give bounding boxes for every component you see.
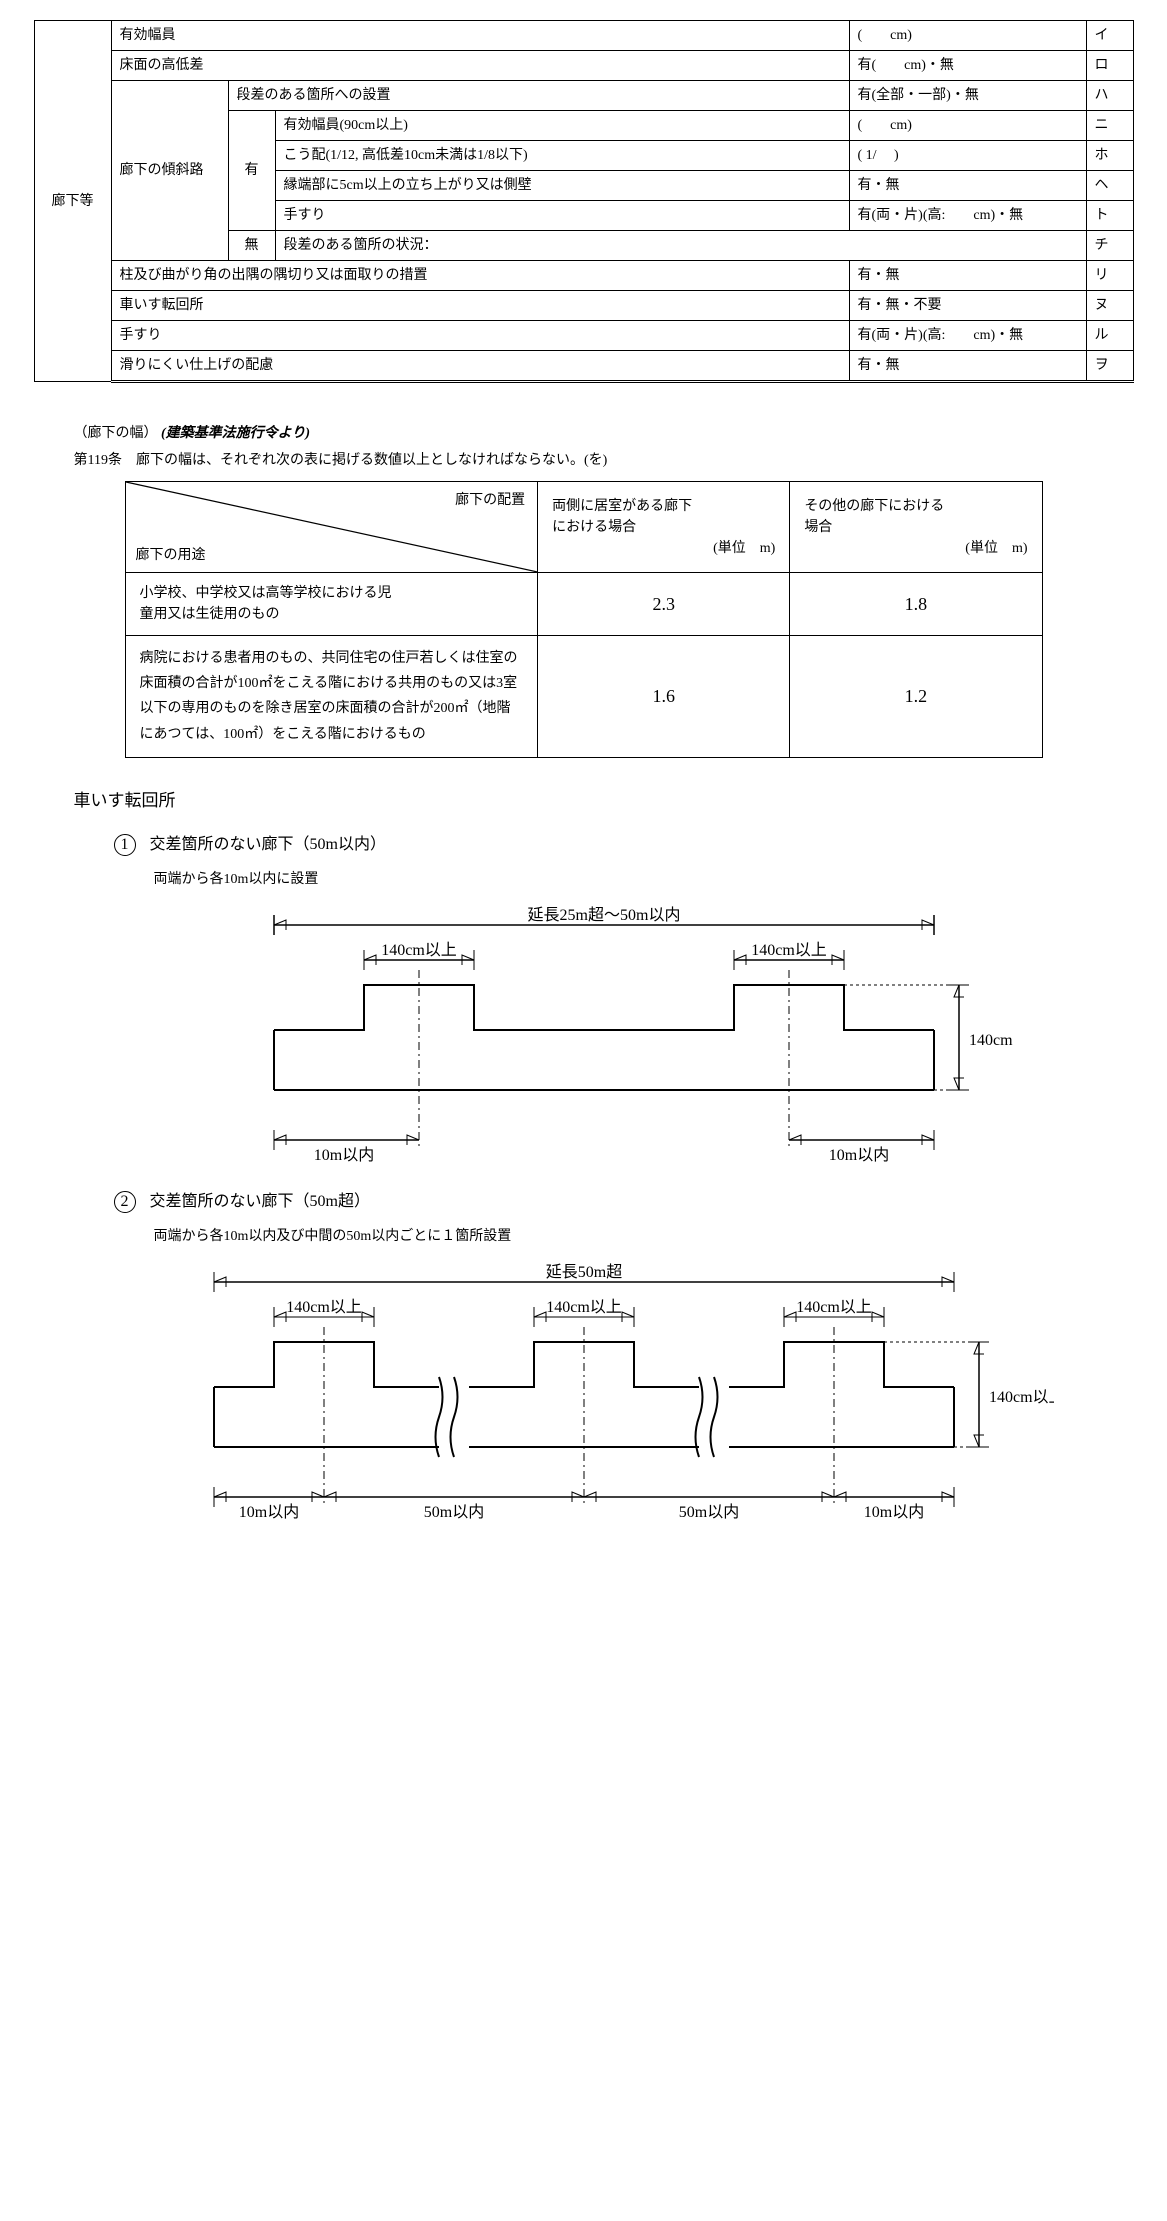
row-label: 床面の高低差 [111, 51, 849, 81]
ari-row-val: ( 1/ ) [849, 141, 1086, 171]
corridor-check-table: 廊下等 有効幅員 ( cm) イ 床面の高低差 有( cm)・無 ロ 廊下の傾斜… [34, 20, 1134, 383]
row-val: 有・無・不要 [849, 291, 1086, 321]
col2-a: その他の廊下における [804, 499, 944, 514]
law-paren: （廊下の幅） [74, 426, 158, 441]
row-label: 車いす転回所 [111, 291, 849, 321]
row-label: 滑りにくい仕上げの配慮 [111, 351, 849, 382]
ari-row-label: こう配(1/12, 高低差10cm未満は1/8以下) [275, 141, 849, 171]
ari-row-mark: ヘ [1086, 171, 1133, 201]
section-label: 廊下等 [34, 21, 111, 382]
dim-text: 10m以内 [863, 1503, 923, 1521]
dim-text: 140cm以上 [381, 941, 457, 959]
col1-a: 両側に居室がある廊下 [552, 499, 692, 514]
nashi-label: 段差のある箇所の状況： [275, 231, 1086, 261]
row-val: 有(両・片)(高: cm)・無 [849, 321, 1086, 351]
section-heading: 車いす転回所 [74, 788, 1094, 814]
wheelchair-section: 車いす転回所 1 交差箇所のない廊下（50m以内） 両端から各10m以内に設置 … [74, 788, 1094, 1528]
ari-label: 有 [228, 111, 275, 231]
dim-text: 10m以内 [828, 1146, 888, 1164]
law-hand-note: (建築基準法施行令より) [161, 426, 310, 441]
dim-text: 140cm以上 [546, 1298, 622, 1316]
dim-text: 140cm以上 [969, 1031, 1014, 1049]
diag-top-label: 廊下の配置 [455, 490, 525, 511]
dim-text: 延長25m超～50m以内 [527, 906, 680, 924]
width-row2-label: 病院における患者用のもの、共同住宅の住戸若しくは住室の床面積の合計が100㎡をこ… [125, 636, 538, 758]
circled-number-icon: 1 [114, 834, 136, 856]
dim-text: 10m以内 [238, 1503, 298, 1521]
width-row1-label: 小学校、中学校又は高等学校における児 童用又は生徒用のもの [125, 573, 538, 636]
row-val: ( cm) [849, 21, 1086, 51]
ari-row-mark: ト [1086, 201, 1133, 231]
item1-heading: 1 交差箇所のない廊下（50m以内） [114, 833, 1094, 857]
width-row1-val1: 2.3 [538, 573, 790, 636]
law-section: （廊下の幅） (建築基準法施行令より) 第119条 廊下の幅は、それぞれ次の表に… [74, 423, 1094, 758]
dim-text: 140cm以上 [989, 1388, 1054, 1406]
item2-head-text: 交差箇所のない廊下（50m超） [150, 1193, 370, 1210]
row-label: 有効幅員 [111, 21, 849, 51]
col-header-1: 両側に居室がある廊下 における場合 (単位 m) [538, 482, 790, 573]
circled-number-icon: 2 [114, 1191, 136, 1213]
row-mark: イ [1086, 21, 1133, 51]
ari-row-val: 有(両・片)(高: cm)・無 [849, 201, 1086, 231]
item1-head-text: 交差箇所のない廊下（50m以内） [150, 836, 386, 853]
row-mark: リ [1086, 261, 1133, 291]
width-row2-val2: 1.2 [790, 636, 1042, 758]
r1-b: 童用又は生徒用のもの [140, 607, 280, 622]
r1-a: 小学校、中学校又は高等学校における児 [140, 586, 392, 601]
row-val: 有・無 [849, 261, 1086, 291]
corridor-diagram-1: 延長25m超～50m以内 140cm以上 140cm以上 140cm以上 [194, 900, 1014, 1170]
slope-label: 廊下の傾斜路 [111, 81, 228, 261]
row-mark: ヲ [1086, 351, 1133, 382]
law-article: 第119条 廊下の幅は、それぞれ次の表に掲げる数値以上としなければならない。(を… [74, 450, 1094, 471]
row-mark: ル [1086, 321, 1133, 351]
dim-text: 延長50m超 [545, 1263, 621, 1281]
row-mark: ヌ [1086, 291, 1133, 321]
dim-text: 50m以内 [678, 1503, 738, 1521]
slope-top-label: 段差のある箇所への設置 [228, 81, 849, 111]
row-label: 柱及び曲がり角の出隅の隅切り又は面取りの措置 [111, 261, 849, 291]
ari-row-val: 有・無 [849, 171, 1086, 201]
col-header-2: その他の廊下における 場合 (単位 m) [790, 482, 1042, 573]
diagonal-header: 廊下の配置 廊下の用途 [126, 482, 538, 572]
ari-row-mark: ニ [1086, 111, 1133, 141]
col1-c: (単位 m) [713, 538, 775, 559]
col1-b: における場合 [552, 520, 636, 535]
item2-sub: 両端から各10m以内及び中間の50m以内ごとに１箇所設置 [154, 1226, 1094, 1247]
ari-row-label: 有効幅員(90cm以上) [275, 111, 849, 141]
ari-row-val: ( cm) [849, 111, 1086, 141]
corridor-width-table: 廊下の配置 廊下の用途 両側に居室がある廊下 における場合 (単位 m) その他… [125, 481, 1043, 758]
dim-text: 50m以内 [423, 1503, 483, 1521]
width-row2-val1: 1.6 [538, 636, 790, 758]
dim-text: 140cm以上 [751, 941, 827, 959]
ari-row-label: 手すり [275, 201, 849, 231]
width-row1-val2: 1.8 [790, 573, 1042, 636]
row-val: 有・無 [849, 351, 1086, 382]
diag-bottom-label: 廊下の用途 [136, 545, 206, 566]
item2-heading: 2 交差箇所のない廊下（50m超） [114, 1190, 1094, 1214]
row-mark: ロ [1086, 51, 1133, 81]
dim-text: 140cm以上 [796, 1298, 872, 1316]
ari-row-label: 縁端部に5cm以上の立ち上がり又は側壁 [275, 171, 849, 201]
slope-top-val: 有(全部・一部)・無 [849, 81, 1086, 111]
col2-b: 場合 [804, 520, 832, 535]
dim-text: 10m以内 [313, 1146, 373, 1164]
col2-c: (単位 m) [965, 538, 1027, 559]
nashi-mark: チ [1086, 231, 1133, 261]
item1-sub: 両端から各10m以内に設置 [154, 869, 1094, 890]
row-val: 有( cm)・無 [849, 51, 1086, 81]
corridor-diagram-2: 延長50m超 140cm以上 140cm以上 140cm以上 [154, 1257, 1054, 1527]
slope-top-mark: ハ [1086, 81, 1133, 111]
nashi-tag: 無 [228, 231, 275, 261]
dim-text: 140cm以上 [286, 1298, 362, 1316]
ari-row-mark: ホ [1086, 141, 1133, 171]
row-label: 手すり [111, 321, 849, 351]
